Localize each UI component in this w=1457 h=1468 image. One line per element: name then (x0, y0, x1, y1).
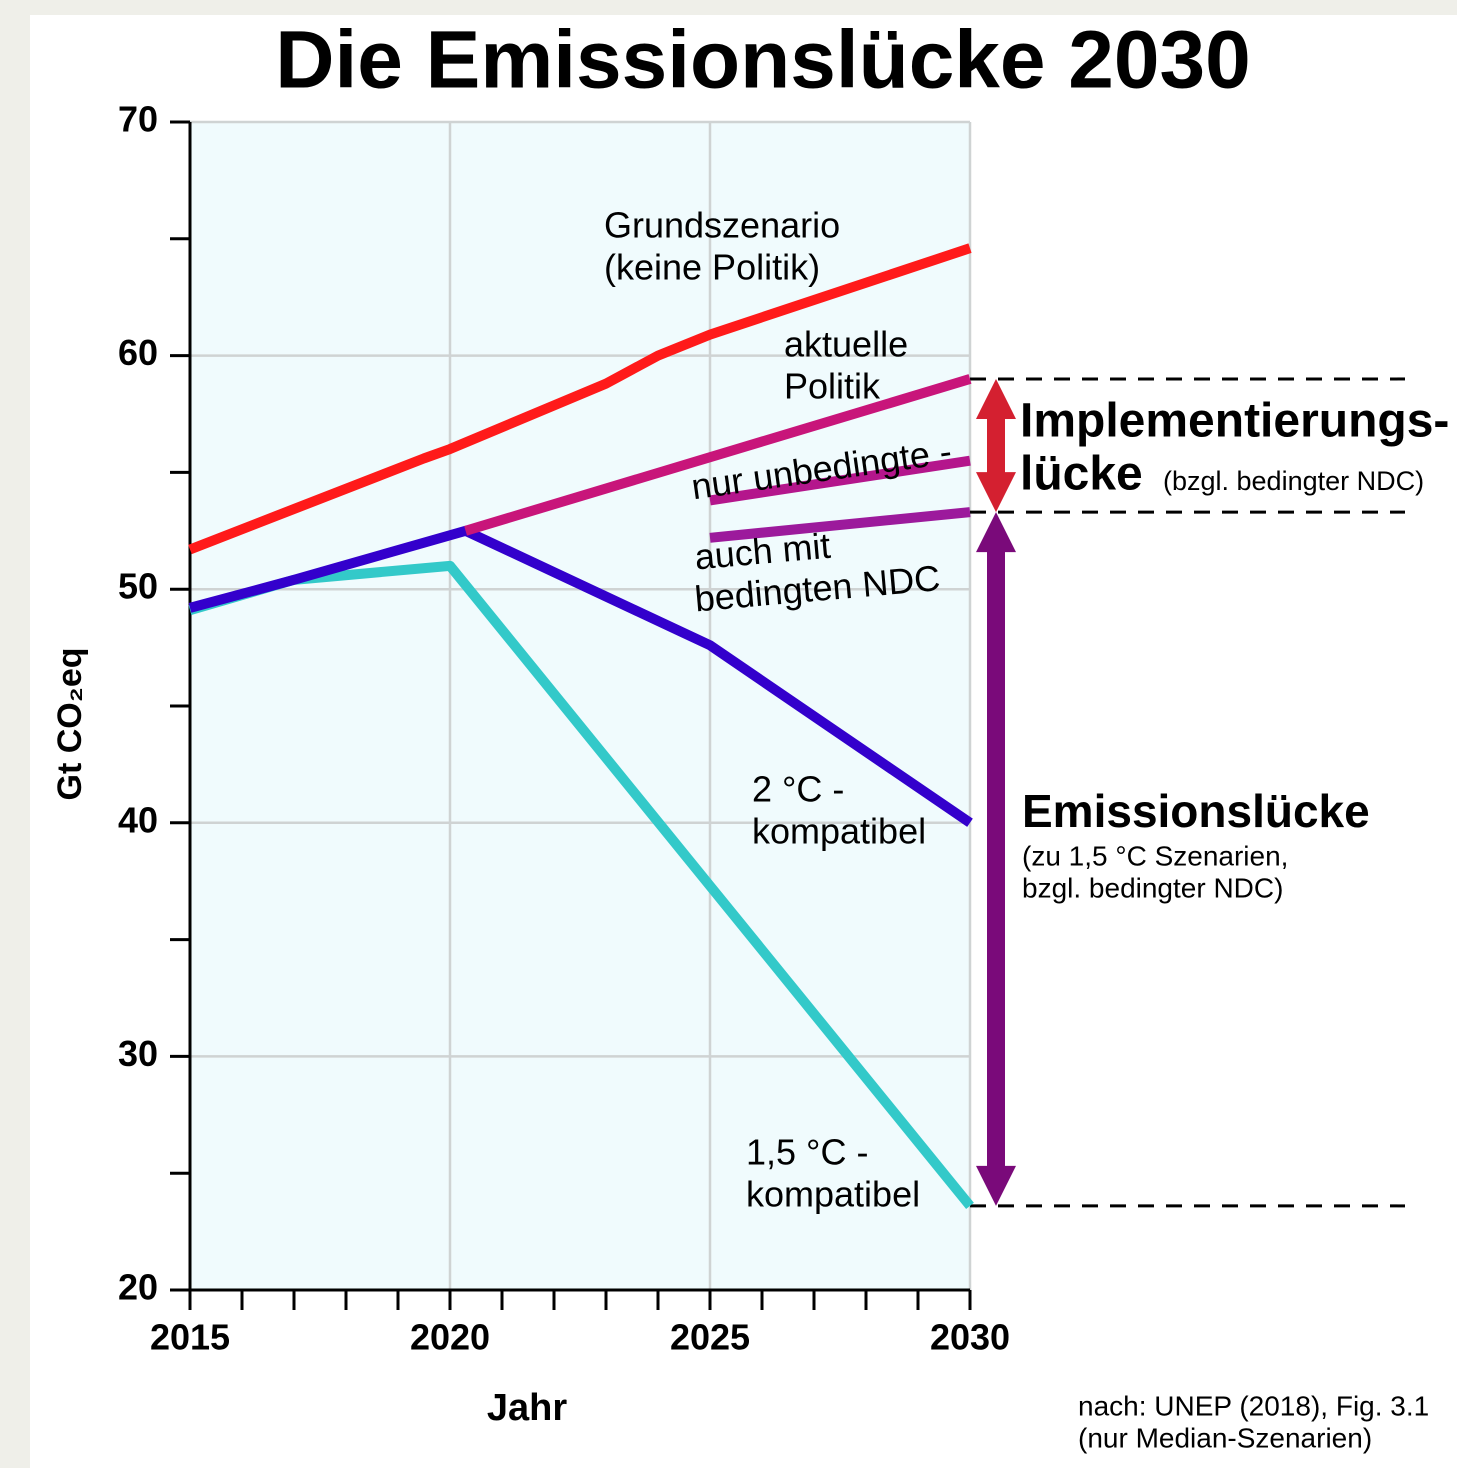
plot-background (190, 122, 970, 1290)
gap-note: (zu 1,5 °C Szenarien, (1022, 840, 1288, 871)
gap-arrow (976, 512, 1016, 1206)
y-tick-label: 60 (118, 332, 158, 373)
y-axis-label: Gt CO₂eq (51, 648, 89, 801)
gap-label: Emissionslücke (1022, 785, 1370, 837)
gap-arrow (976, 378, 1016, 513)
series-label: (keine Politik) (604, 247, 820, 288)
series-line (464, 374, 972, 536)
source: (nur Median-Szenarien) (1078, 1422, 1372, 1453)
y-tick-label: 40 (118, 799, 158, 840)
x-tick-label: 2020 (410, 1317, 490, 1358)
x-tick-label: 2030 (930, 1317, 1010, 1358)
gap-label: Implementierungs- (1020, 395, 1449, 448)
series-label: Grundszenario (604, 205, 840, 246)
series-line (709, 507, 971, 543)
chart-title: Die Emissionslücke 2030 (275, 15, 1250, 106)
series-label: aktuelle (784, 324, 908, 365)
x-tick-label: 2015 (150, 1317, 230, 1358)
source: nach: UNEP (2018), Fig. 3.1 (1078, 1390, 1429, 1421)
series-line (709, 455, 971, 506)
x-tick-label: 2025 (670, 1317, 750, 1358)
y-tick-label: 30 (118, 1033, 158, 1074)
gap-note: bzgl. bedingter NDC) (1022, 872, 1283, 903)
series-label: Politik (784, 366, 881, 407)
series-label: 1,5 °C - (746, 1132, 868, 1173)
series-label: 2 °C - (752, 769, 844, 810)
series-label: kompatibel (752, 811, 926, 852)
x-axis-label: Jahr (487, 1387, 567, 1429)
gap-label: lücke (1020, 448, 1143, 501)
gap-note: (bzgl. bedingter NDC) (1163, 466, 1424, 496)
y-tick-label: 70 (118, 99, 158, 140)
y-tick-label: 50 (118, 566, 158, 607)
series-line (188, 243, 972, 555)
y-tick-label: 20 (118, 1267, 158, 1308)
series-label: kompatibel (746, 1174, 920, 1215)
